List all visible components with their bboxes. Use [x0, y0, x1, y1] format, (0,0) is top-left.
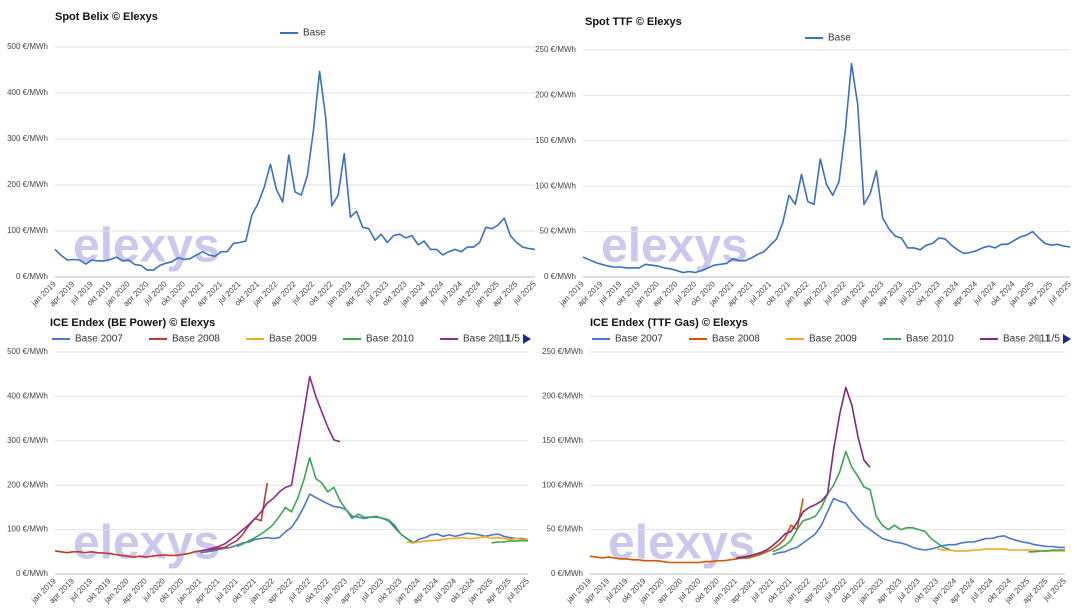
legend-label[interactable]: Base [828, 33, 851, 44]
legend-label[interactable]: Base 2008 [712, 334, 760, 345]
y-tick-label: 500 €/MWh [7, 42, 48, 51]
chart-title: ICE Endex (BE Power) © Elexys [50, 317, 215, 329]
y-tick-label: 250 €/MWh [542, 347, 583, 356]
chart-title: Spot TTF © Elexys [585, 16, 682, 28]
watermark: elexys [73, 220, 220, 273]
series-line [200, 375, 341, 552]
y-tick-label: 200 €/MWh [7, 180, 48, 189]
y-tick-label: 400 €/MWh [7, 392, 48, 401]
y-tick-label: 400 €/MWh [7, 88, 48, 97]
y-tick-label: 0 €/MWh [544, 272, 576, 281]
series-line [54, 70, 536, 271]
y-tick-label: 100 €/MWh [542, 480, 583, 489]
y-tick-label: 100 €/MWh [535, 181, 576, 190]
series-line [772, 497, 1065, 556]
legend-label[interactable]: Base 2010 [366, 334, 414, 345]
legend-label[interactable]: Base 2010 [906, 334, 954, 345]
series-line [200, 493, 529, 554]
watermark: elexys [73, 517, 220, 570]
legend-label[interactable]: Base 2009 [809, 334, 857, 345]
chart-title: Spot Belix © Elexys [55, 11, 158, 23]
y-tick-label: 250 €/MWh [535, 45, 576, 54]
chart-panel: ICE Endex (TTF Gas) © Elexys elexys 0 €/MW… [542, 317, 1071, 605]
y-tick-label: 300 €/MWh [7, 436, 48, 445]
y-tick-label: 500 €/MWh [7, 347, 48, 356]
y-tick-label: 200 €/MWh [535, 91, 576, 100]
legend-page: 1/5 [506, 334, 520, 345]
legend-next[interactable] [1063, 334, 1071, 344]
y-tick-label: 300 €/MWh [7, 134, 48, 143]
legend-label[interactable]: Base 2009 [269, 334, 317, 345]
legend-page: 1/5 [1046, 334, 1060, 345]
series-line [406, 535, 528, 544]
legend-label[interactable]: Base 2008 [172, 334, 220, 345]
watermark: elexys [608, 517, 755, 570]
series-line [736, 386, 871, 559]
y-tick-label: 150 €/MWh [535, 136, 576, 145]
y-tick-label: 0 €/MWh [16, 272, 48, 281]
legend-label[interactable]: Base 2007 [75, 334, 123, 345]
series-line [54, 482, 268, 558]
y-tick-label: 150 €/MWh [542, 436, 583, 445]
y-tick-label: 100 €/MWh [7, 226, 48, 235]
series-line [236, 456, 528, 548]
legend-prev[interactable] [1033, 334, 1041, 344]
y-tick-label: 0 €/MWh [16, 569, 48, 578]
legend-prev[interactable] [493, 334, 501, 344]
chart-title: ICE Endex (TTF Gas) © Elexys [590, 317, 748, 329]
y-tick-label: 50 €/MWh [547, 525, 583, 534]
legend-label[interactable]: Base [303, 28, 326, 39]
legend-next[interactable] [523, 334, 531, 344]
legend-label[interactable]: Base 2011 [463, 334, 511, 345]
y-tick-label: 200 €/MWh [7, 480, 48, 489]
legend-label[interactable]: Base 2007 [615, 334, 663, 345]
legend-label[interactable]: Base 2011 [1003, 334, 1051, 345]
y-tick-label: 200 €/MWh [542, 392, 583, 401]
series-line [589, 498, 804, 564]
y-tick-label: 50 €/MWh [540, 227, 576, 236]
y-tick-label: 0 €/MWh [551, 569, 583, 578]
chart-panel: Spot TTF © Elexys elexys 0 €/MWh 50 €/MWh 10… [535, 16, 1073, 308]
chart-panel: ICE Endex (BE Power) © Elexys elexys 0 €/M… [7, 317, 531, 605]
series-line [582, 62, 1071, 274]
chart-panel: Spot Belix © Elexys elexys 0 €/MWh 100 €/MW… [7, 11, 538, 308]
watermark: elexys [601, 220, 748, 273]
y-tick-label: 100 €/MWh [7, 525, 48, 534]
series-line [772, 450, 1065, 553]
